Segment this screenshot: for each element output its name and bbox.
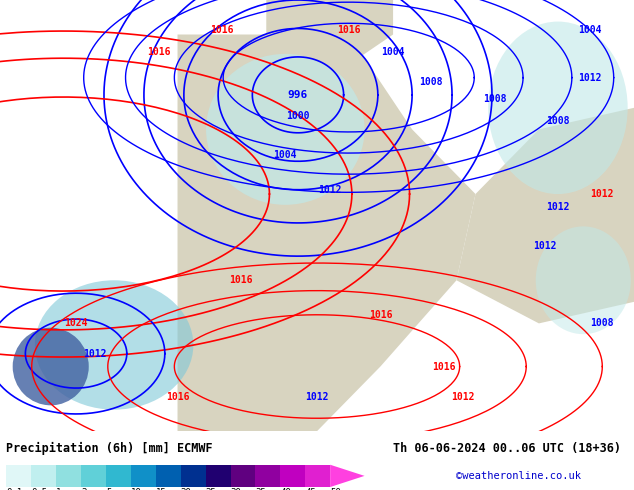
- Bar: [131, 465, 156, 487]
- Text: 10: 10: [131, 488, 141, 490]
- Text: 1008: 1008: [419, 77, 443, 87]
- Text: 35: 35: [256, 488, 266, 490]
- Text: 1016: 1016: [337, 25, 361, 35]
- Text: 5: 5: [106, 488, 112, 490]
- Polygon shape: [266, 0, 393, 65]
- Ellipse shape: [536, 226, 631, 334]
- Text: 2: 2: [81, 488, 86, 490]
- Bar: [56, 465, 81, 487]
- Text: Precipitation (6h) [mm] ECMWF: Precipitation (6h) [mm] ECMWF: [6, 442, 213, 455]
- Text: 1012: 1012: [590, 189, 614, 199]
- Text: 1: 1: [56, 488, 61, 490]
- Polygon shape: [178, 34, 476, 431]
- Text: 1008: 1008: [482, 94, 507, 104]
- Text: 996: 996: [288, 90, 308, 100]
- Bar: [280, 465, 305, 487]
- Text: 1004: 1004: [578, 25, 602, 35]
- Text: 1016: 1016: [368, 310, 392, 320]
- Bar: [81, 465, 106, 487]
- Bar: [305, 465, 330, 487]
- Bar: [181, 465, 205, 487]
- Text: 20: 20: [181, 488, 191, 490]
- Text: 45: 45: [305, 488, 316, 490]
- Text: 1004: 1004: [273, 150, 297, 160]
- Polygon shape: [330, 465, 365, 487]
- Text: 1004: 1004: [381, 47, 405, 57]
- Text: 40: 40: [280, 488, 291, 490]
- Text: 1012: 1012: [546, 202, 570, 212]
- Text: 1016: 1016: [165, 392, 190, 402]
- Text: 0.5: 0.5: [31, 488, 48, 490]
- Text: 1012: 1012: [533, 241, 557, 251]
- Text: 0.1: 0.1: [6, 488, 22, 490]
- Text: 1016: 1016: [210, 25, 234, 35]
- Polygon shape: [456, 108, 634, 323]
- Text: 1008: 1008: [546, 116, 570, 126]
- Text: 1012: 1012: [305, 392, 329, 402]
- Bar: [205, 465, 231, 487]
- Text: 15: 15: [156, 488, 167, 490]
- Bar: [256, 465, 280, 487]
- Text: 30: 30: [231, 488, 242, 490]
- Text: 1016: 1016: [432, 362, 456, 371]
- Text: 1016: 1016: [146, 47, 171, 57]
- Text: 1012: 1012: [83, 348, 107, 359]
- Text: 25: 25: [205, 488, 216, 490]
- Ellipse shape: [488, 22, 628, 194]
- Text: 1012: 1012: [451, 392, 475, 402]
- Bar: [31, 465, 56, 487]
- Ellipse shape: [206, 54, 365, 205]
- Text: 1016: 1016: [229, 275, 253, 285]
- Ellipse shape: [35, 280, 193, 410]
- Text: 1008: 1008: [590, 318, 614, 328]
- Text: 1012: 1012: [318, 185, 342, 195]
- Bar: [106, 465, 131, 487]
- Bar: [231, 465, 256, 487]
- Text: 1012: 1012: [578, 73, 602, 83]
- Text: 1024: 1024: [64, 318, 88, 328]
- Text: 50: 50: [330, 488, 341, 490]
- Text: ©weatheronline.co.uk: ©weatheronline.co.uk: [456, 471, 581, 481]
- Bar: [6, 465, 31, 487]
- Bar: [156, 465, 181, 487]
- Text: 1000: 1000: [286, 111, 310, 122]
- Ellipse shape: [13, 328, 89, 405]
- Text: Th 06-06-2024 00..06 UTC (18+36): Th 06-06-2024 00..06 UTC (18+36): [393, 442, 621, 455]
